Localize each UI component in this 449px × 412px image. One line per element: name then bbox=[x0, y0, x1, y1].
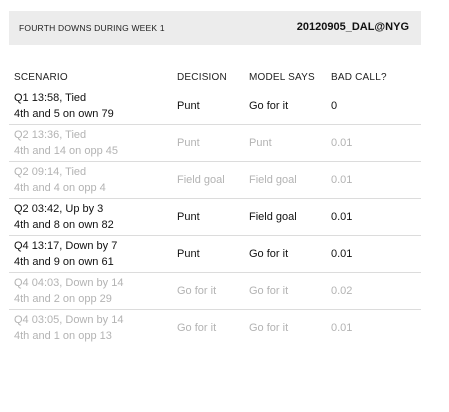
scenario-time: Q2 03:42, Up by 3 bbox=[14, 203, 104, 215]
scenario-time: Q1 13:58, Tied bbox=[14, 92, 87, 104]
model-says-cell: Field goal bbox=[244, 161, 326, 199]
decision-cell: Punt bbox=[172, 235, 244, 273]
page-title: FOURTH DOWNS DURING WEEK 1 bbox=[19, 23, 165, 33]
model-says-cell: Go for it bbox=[244, 235, 326, 273]
table-row: Q2 09:14, Tied 4th and 4 on opp 4 Field … bbox=[9, 161, 421, 199]
scenario-down: 4th and 8 on own 82 bbox=[14, 219, 114, 231]
scenario-time: Q4 04:03, Down by 14 bbox=[14, 277, 124, 289]
scenario-cell: Q4 13:17, Down by 7 4th and 9 on own 61 bbox=[9, 235, 172, 273]
column-header-bad-call: BAD CALL? bbox=[331, 71, 387, 83]
model-says-cell: Field goal bbox=[244, 198, 326, 236]
bad-call-cell: 0.01 bbox=[326, 124, 421, 162]
scenario-cell: Q2 09:14, Tied 4th and 4 on opp 4 bbox=[9, 161, 172, 199]
scenario-down: 4th and 9 on own 61 bbox=[14, 256, 114, 268]
bad-call-cell: 0.02 bbox=[326, 272, 421, 310]
header-bar: FOURTH DOWNS DURING WEEK 1 20120905_DAL@… bbox=[9, 11, 421, 45]
decision-cell: Punt bbox=[172, 198, 244, 236]
column-header-decision: DECISION bbox=[177, 71, 227, 83]
fourth-downs-table: SCENARIO DECISION MODEL SAYS BAD CALL? Q… bbox=[9, 66, 421, 346]
scenario-cell: Q4 04:03, Down by 14 4th and 2 on opp 29 bbox=[9, 272, 172, 310]
table-row: Q1 13:58, Tied 4th and 5 on own 79 Punt … bbox=[9, 88, 421, 125]
bad-call-cell: 0 bbox=[326, 88, 421, 125]
model-says-cell: Punt bbox=[244, 124, 326, 162]
bad-call-cell: 0.01 bbox=[331, 322, 353, 334]
scenario-down: 4th and 14 on opp 45 bbox=[14, 145, 118, 157]
column-header-model-says: MODEL SAYS bbox=[249, 71, 315, 83]
bad-call-cell: 0.01 bbox=[326, 161, 421, 199]
decision-cell: Go for it bbox=[172, 272, 244, 310]
table-row: Q4 03:05, Down by 14 4th and 1 on opp 13… bbox=[9, 310, 421, 347]
column-header-scenario: SCENARIO bbox=[14, 71, 68, 83]
scenario-cell: Q4 03:05, Down by 14 4th and 1 on opp 13 bbox=[9, 310, 172, 347]
scenario-time: Q2 09:14, Tied bbox=[14, 166, 87, 178]
scenario-cell: Q1 13:58, Tied 4th and 5 on own 79 bbox=[9, 88, 172, 125]
model-says-cell: Go for it bbox=[244, 88, 326, 125]
table-row: Q2 03:42, Up by 3 4th and 8 on own 82 Pu… bbox=[9, 198, 421, 236]
table-header-row: SCENARIO DECISION MODEL SAYS BAD CALL? bbox=[9, 66, 421, 88]
decision-cell: Go for it bbox=[177, 322, 217, 334]
scenario-cell: Q2 03:42, Up by 3 4th and 8 on own 82 bbox=[9, 198, 172, 236]
model-says-cell: Go for it bbox=[249, 322, 289, 334]
decision-cell: Field goal bbox=[172, 161, 244, 199]
table-row: Q4 13:17, Down by 7 4th and 9 on own 61 … bbox=[9, 235, 421, 273]
scenario-down: 4th and 1 on opp 13 bbox=[14, 330, 112, 342]
scenario-time: Q4 03:05, Down by 14 bbox=[14, 314, 124, 326]
game-id: 20120905_DAL@NYG bbox=[296, 21, 409, 33]
scenario-time: Q2 13:36, Tied bbox=[14, 129, 87, 141]
bad-call-cell: 0.01 bbox=[326, 235, 421, 273]
model-says-cell: Go for it bbox=[244, 272, 326, 310]
scenario-down: 4th and 4 on opp 4 bbox=[14, 182, 106, 194]
bad-call-cell: 0.01 bbox=[326, 198, 421, 236]
scenario-cell: Q2 13:36, Tied 4th and 14 on opp 45 bbox=[9, 124, 172, 162]
scenario-down: 4th and 2 on opp 29 bbox=[14, 293, 112, 305]
decision-cell: Punt bbox=[172, 88, 244, 125]
table-row: Q2 13:36, Tied 4th and 14 on opp 45 Punt… bbox=[9, 124, 421, 162]
table-row: Q4 04:03, Down by 14 4th and 2 on opp 29… bbox=[9, 272, 421, 310]
decision-cell: Punt bbox=[172, 124, 244, 162]
scenario-time: Q4 13:17, Down by 7 bbox=[14, 240, 118, 252]
scenario-down: 4th and 5 on own 79 bbox=[14, 108, 114, 120]
